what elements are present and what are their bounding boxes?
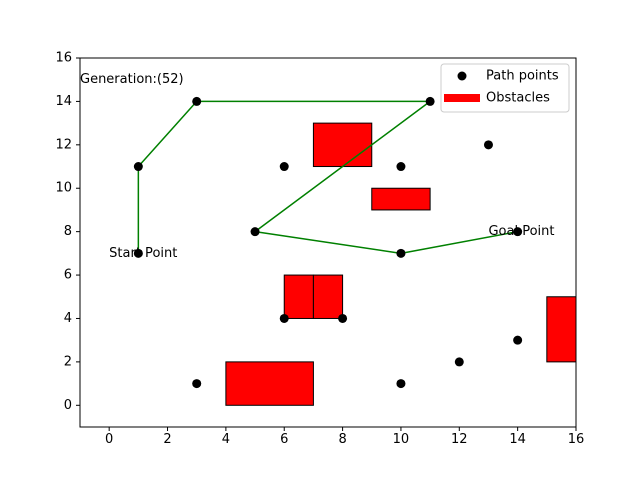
path-point (250, 227, 260, 237)
obstacle-rect (225, 361, 314, 406)
path-point (513, 335, 523, 345)
obstacle-rect (546, 296, 576, 363)
y-axis: 0 2 4 6 8 10 12 14 16 (55, 51, 80, 413)
path-point (338, 313, 348, 323)
x-tick-label: 4 (222, 432, 230, 447)
path-point (279, 313, 289, 323)
annotation-label: Generation:(52) (80, 72, 184, 87)
points-layer (133, 96, 523, 389)
x-tick-label: 6 (280, 432, 288, 447)
x-tick-label: 10 (393, 432, 410, 447)
legend-marker-path-points (457, 71, 467, 81)
obstacle-rect (312, 274, 344, 319)
legend-label: Obstacles (486, 91, 550, 106)
y-tick-label: 6 (64, 268, 72, 283)
obstacle-rect (283, 274, 314, 319)
x-tick-label: 2 (163, 432, 171, 447)
plot-frame (79, 57, 577, 428)
path-point (192, 379, 202, 389)
x-tick-label: 16 (568, 432, 585, 447)
obstacle-rect (371, 187, 431, 211)
y-tick-label: 14 (55, 94, 72, 109)
path-point (192, 96, 202, 106)
x-tick-label: 8 (338, 432, 346, 447)
legend-label: Path points (486, 69, 559, 84)
path-point (279, 162, 289, 172)
obstacle-rect (312, 122, 373, 168)
legend: Path points Obstacles (440, 63, 570, 113)
path-point (425, 96, 435, 106)
y-tick-label: 10 (55, 181, 72, 196)
path-point (396, 379, 406, 389)
annotation-label: Start Point (109, 246, 177, 261)
path-point (133, 248, 143, 258)
path-point (396, 248, 406, 258)
x-tick-label: 14 (509, 432, 526, 447)
legend-marker-obstacles (444, 94, 480, 102)
y-tick-label: 0 (64, 398, 72, 413)
path-point (483, 140, 493, 150)
y-tick-label: 16 (55, 51, 72, 66)
obstacles-layer (225, 122, 576, 406)
y-tick-label: 4 (64, 311, 72, 326)
x-tick-label: 0 (105, 432, 113, 447)
path-point (133, 162, 143, 172)
x-tick-label: 12 (451, 432, 468, 447)
y-tick-label: 2 (64, 354, 72, 369)
y-tick-label: 12 (55, 137, 72, 152)
annotation-label: Goal Point (488, 224, 554, 239)
path-point (396, 162, 406, 172)
path-point (454, 357, 464, 367)
x-axis: 0 2 4 6 8 10 12 14 16 (105, 427, 584, 447)
path-point (513, 227, 523, 237)
y-tick-label: 8 (64, 224, 72, 239)
annotations-layer: Generation:(52) Start Point Goal Point (80, 72, 554, 261)
